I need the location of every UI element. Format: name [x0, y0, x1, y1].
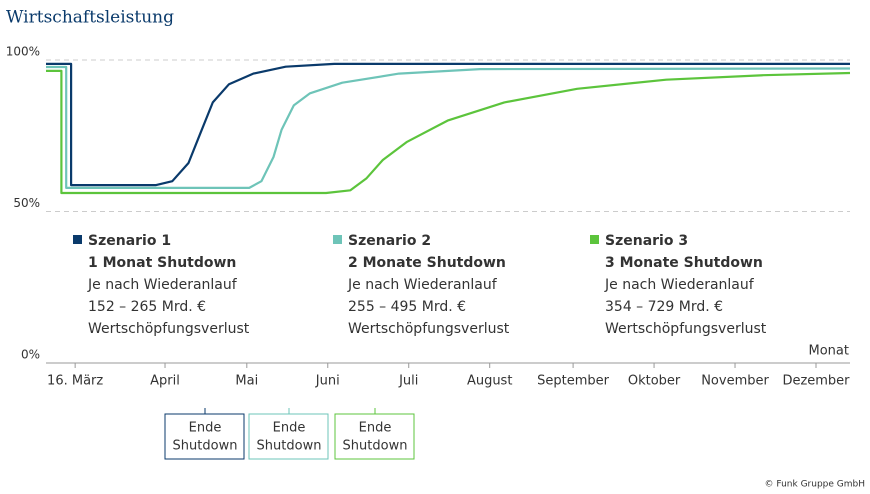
- legend-detail: 354 – 729 Mrd. €: [605, 299, 723, 315]
- legend-label: Szenario 1: [88, 233, 171, 249]
- series-line: [46, 69, 851, 195]
- series-line: [46, 65, 851, 189]
- legend-detail: Je nach Wiederanlauf: [347, 277, 498, 293]
- legend-detail: Wertschöpfungsverlust: [348, 321, 510, 337]
- y-tick-label: 0%: [21, 348, 40, 362]
- x-tick-label: April: [150, 374, 180, 389]
- marker-label: Ende: [273, 421, 306, 436]
- legend-label: Szenario 3: [605, 233, 688, 249]
- x-tick-label: 16. März: [47, 374, 103, 389]
- legend-detail: Je nach Wiederanlauf: [87, 277, 238, 293]
- legend-detail: Je nach Wiederanlauf: [604, 277, 755, 293]
- legend-detail: 152 – 265 Mrd. €: [88, 299, 206, 315]
- marker-label: Ende: [359, 421, 392, 436]
- marker-box: [334, 413, 415, 460]
- legend-swatch: [333, 235, 342, 244]
- series-line: [46, 62, 850, 187]
- y-tick-label: 50%: [13, 196, 40, 210]
- marker-label: Ende: [189, 421, 222, 436]
- y-tick-label: 100%: [6, 45, 40, 59]
- marker-label: Shutdown: [173, 439, 238, 454]
- legend-headline: 1 Monat Shutdown: [88, 255, 236, 271]
- marker-box: [164, 413, 245, 460]
- legend-swatch: [590, 235, 599, 244]
- x-tick-label: September: [537, 374, 610, 389]
- x-axis-label: Monat: [809, 344, 849, 359]
- legend-detail: Wertschöpfungsverlust: [605, 321, 767, 337]
- marker-label: Shutdown: [257, 439, 322, 454]
- x-tick-label: August: [467, 374, 513, 389]
- x-tick-label: Mai: [235, 374, 258, 389]
- x-tick-label: Oktober: [628, 374, 681, 389]
- x-tick-label: Juli: [398, 374, 418, 389]
- marker-box: [248, 413, 329, 460]
- legend-headline: 3 Monate Shutdown: [605, 255, 763, 271]
- x-tick-label: Dezember: [782, 374, 850, 389]
- legend-headline: 2 Monate Shutdown: [348, 255, 506, 271]
- source: © Funk Gruppe GmbH: [765, 480, 865, 490]
- marker-label: Shutdown: [343, 439, 408, 454]
- legend-detail: 255 – 495 Mrd. €: [348, 299, 466, 315]
- chart-title: Wirtschaftsleistung: [6, 8, 174, 28]
- legend-swatch: [73, 235, 82, 244]
- legend-detail: Wertschöpfungsverlust: [88, 321, 250, 337]
- x-tick-label: November: [701, 374, 769, 389]
- x-tick-label: Juni: [315, 374, 340, 389]
- legend-label: Szenario 2: [348, 233, 431, 249]
